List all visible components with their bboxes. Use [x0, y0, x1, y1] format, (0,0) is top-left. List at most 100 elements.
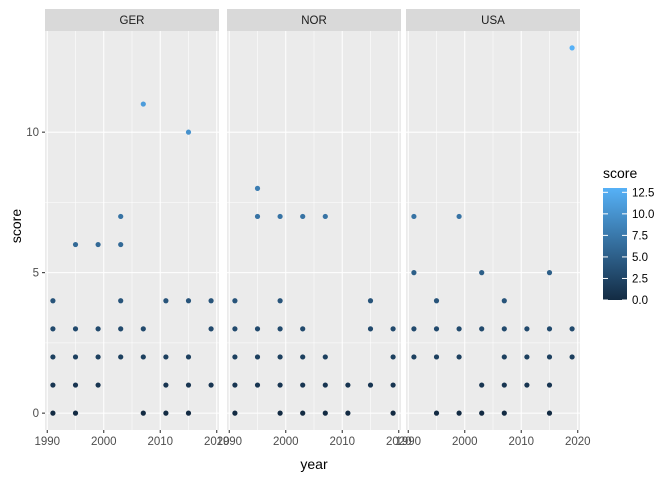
- x-tick-label: 2000: [91, 436, 117, 448]
- data-point: [433, 410, 440, 416]
- data-point: [524, 382, 530, 388]
- data-point: [72, 326, 79, 332]
- data-point: [546, 410, 553, 416]
- data-point: [232, 410, 238, 416]
- x-tick-label: 2010: [508, 436, 534, 448]
- data-point: [367, 298, 374, 304]
- data-point: [300, 410, 306, 416]
- x-tick-label: 2000: [452, 436, 478, 448]
- data-point: [456, 354, 462, 360]
- data-point: [118, 241, 124, 248]
- data-point: [118, 213, 124, 220]
- data-point: [277, 298, 283, 304]
- data-point: [50, 354, 56, 360]
- data-point: [322, 410, 328, 416]
- data-point: [185, 382, 192, 388]
- data-point: [185, 298, 192, 304]
- data-point: [501, 382, 507, 388]
- data-point: [300, 326, 306, 332]
- data-point: [185, 129, 192, 135]
- data-point: [501, 326, 507, 332]
- data-point: [569, 326, 575, 332]
- facet-panels: GER NOR USA: [45, 9, 580, 430]
- data-point: [72, 354, 79, 360]
- data-point: [546, 270, 553, 276]
- legend-break-label: 0.0: [632, 295, 648, 307]
- data-point: [479, 270, 485, 276]
- x-tick-label: 2020: [565, 436, 591, 448]
- data-point: [345, 410, 351, 416]
- data-point: [546, 354, 553, 360]
- data-point: [254, 354, 261, 360]
- data-point: [232, 354, 238, 360]
- data-point: [185, 354, 192, 360]
- data-point: [163, 382, 169, 388]
- x-tick-label: 2000: [273, 436, 299, 448]
- x-tick-label: 1990: [34, 436, 60, 448]
- data-point: [208, 382, 214, 388]
- data-point: [322, 213, 328, 220]
- data-point: [390, 354, 396, 360]
- data-point: [254, 185, 261, 191]
- data-point: [50, 326, 56, 332]
- data-point: [411, 326, 417, 332]
- data-point: [72, 382, 79, 388]
- data-point: [118, 354, 124, 360]
- x-tick-label: 2020: [386, 436, 412, 448]
- data-point: [569, 354, 575, 360]
- x-tick-label: 1990: [395, 436, 421, 448]
- data-point: [95, 354, 101, 360]
- facet-strip-label: GER: [120, 15, 145, 27]
- facet-strip: [227, 9, 401, 31]
- data-point: [232, 382, 238, 388]
- data-point: [254, 382, 261, 388]
- data-point: [50, 410, 56, 416]
- legend-break-label: 10.0: [632, 209, 654, 221]
- data-point: [524, 354, 530, 360]
- data-point: [140, 326, 146, 332]
- facet-panel-ger: GER: [45, 9, 219, 430]
- y-tick-label: 10: [26, 127, 39, 139]
- data-point: [546, 382, 553, 388]
- facet-strip-label: NOR: [301, 15, 327, 27]
- data-point: [140, 410, 146, 416]
- data-point: [95, 382, 101, 388]
- data-point: [300, 354, 306, 360]
- data-point: [208, 326, 214, 332]
- color-legend: score 0.0 2.5 5.0 7.5 10.0 12.5: [603, 165, 654, 307]
- data-point: [433, 298, 440, 304]
- data-point: [163, 354, 169, 360]
- data-point: [411, 213, 417, 220]
- data-point: [479, 410, 485, 416]
- facet-panel-usa: USA: [406, 9, 580, 430]
- data-point: [345, 382, 351, 388]
- data-point: [322, 354, 328, 360]
- data-point: [254, 326, 261, 332]
- data-point: [50, 298, 56, 304]
- facet-panel-nor: NOR: [227, 9, 401, 430]
- data-point: [300, 213, 306, 220]
- data-point: [456, 410, 462, 416]
- data-point: [140, 101, 146, 107]
- y-tick-label: 0: [33, 408, 39, 420]
- facet-strip-label: USA: [481, 15, 505, 27]
- data-point: [524, 326, 530, 332]
- data-point: [411, 270, 417, 276]
- data-point: [277, 382, 283, 388]
- data-point: [390, 410, 396, 416]
- data-point: [232, 326, 238, 332]
- data-point: [433, 354, 440, 360]
- data-point: [140, 354, 146, 360]
- x-axis-title: year: [300, 456, 328, 472]
- data-point: [277, 410, 283, 416]
- data-point: [185, 410, 192, 416]
- y-axis-title: score: [8, 209, 24, 243]
- legend-colorbar: [603, 188, 627, 300]
- data-point: [95, 241, 101, 248]
- data-point: [501, 410, 507, 416]
- data-point: [208, 298, 214, 304]
- legend-break-label: 7.5: [632, 230, 648, 242]
- data-point: [300, 382, 306, 388]
